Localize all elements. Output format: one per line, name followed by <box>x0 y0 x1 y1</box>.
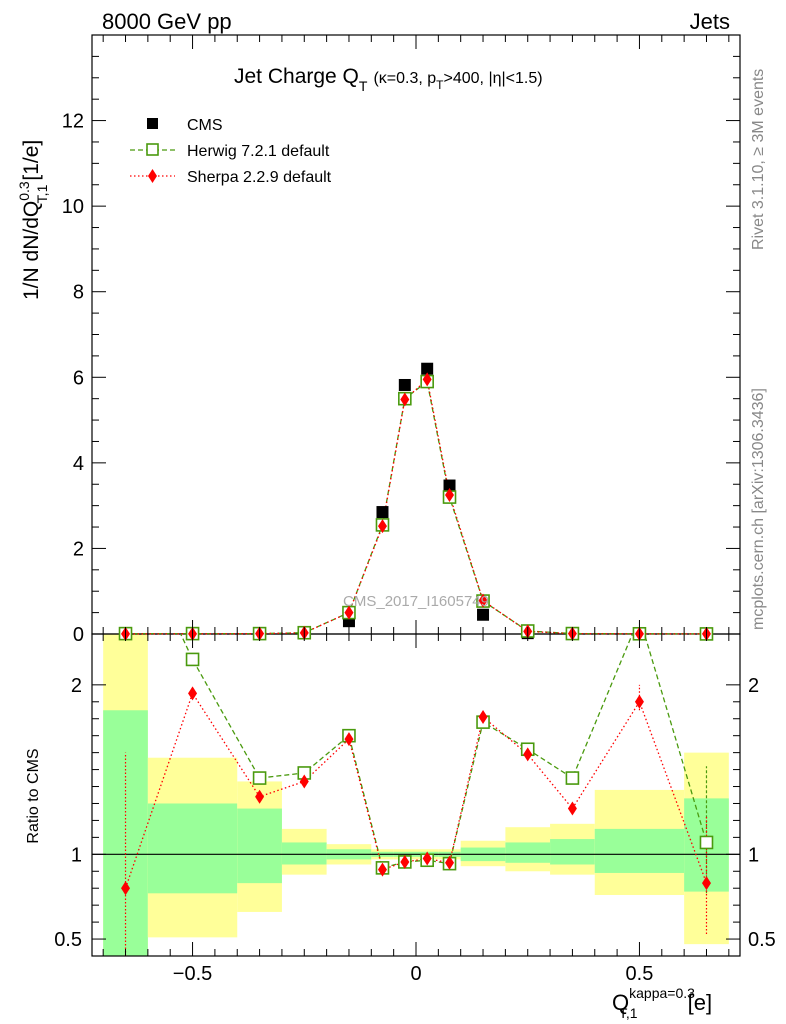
xlabel-text: Q <box>612 990 629 1015</box>
ylabel-main-sup: 0.3 <box>16 181 32 201</box>
xtick-label: −0.5 <box>173 963 212 985</box>
main-ytick-label: 0 <box>73 624 84 646</box>
rivet-label: Rivet 3.1.10, ≥ 3M events <box>750 69 767 250</box>
y-axis-label-ratio: Ratio to CMS <box>25 748 42 843</box>
sherpa-ratio-point <box>567 801 577 816</box>
xlabel-sub: T,1 <box>619 1005 638 1021</box>
sherpa-line <box>125 378 707 635</box>
ratio-ytick-label-right: 2 <box>748 675 759 697</box>
ylabel-main-sub: T,1 <box>34 184 50 203</box>
ratio-clipped <box>120 509 714 956</box>
legend-sherpa-label: Sherpa 2.2.9 default <box>187 169 332 186</box>
plot-title: Jet Charge QT (κ=0.3, pT>400, |η|<1.5) <box>234 65 543 94</box>
ratio-ytick-label-right: 1 <box>748 844 759 866</box>
xlabel-unit: [e] <box>688 990 712 1015</box>
header-right: Jets <box>690 9 730 34</box>
herwig-ratio-point <box>252 771 267 785</box>
legend-cms-marker <box>147 118 158 129</box>
main-ytick-label: 6 <box>73 367 84 389</box>
title-details-sub: T <box>436 78 444 92</box>
sherpa-point <box>400 392 410 407</box>
x-axis-label: Qkappa=0.3 T,1 [e] <box>612 985 712 1021</box>
ratio-ytick-label-left: 1 <box>71 844 82 866</box>
main-ytick-label: 2 <box>73 538 84 560</box>
cms-point <box>421 362 434 375</box>
title-details: (κ=0.3, p <box>373 70 436 87</box>
header-left: 8000 GeV pp <box>102 9 232 34</box>
ratio-ytick-label-left: 2 <box>71 675 82 697</box>
xlabel-sup: kappa=0.3 <box>629 985 695 1001</box>
band-inner-11 <box>550 839 595 865</box>
legend: CMS Herwig 7.2.1 default Sherpa 2.2.9 de… <box>130 117 332 186</box>
main-ytick-label: 8 <box>73 282 84 304</box>
title-main: Jet Charge Q <box>234 65 359 88</box>
sherpa-point <box>478 593 488 608</box>
sherpa-ratio-point <box>523 747 533 762</box>
ylabel-main-unit: [1/e] <box>20 140 43 181</box>
ratio-ytick-label-right: 0.5 <box>748 929 776 951</box>
legend-herwig-label: Herwig 7.2.1 default <box>187 143 330 160</box>
sherpa-ratio-point <box>422 851 432 866</box>
ylabel-main-text: 1/N dN/dQ <box>20 201 43 300</box>
band-inner-2 <box>237 808 282 884</box>
sherpa-ratio-point <box>478 710 488 725</box>
cms-point <box>376 506 389 519</box>
ratio-ytick-label-left: 0.5 <box>54 929 82 951</box>
title-sub: T <box>359 78 368 94</box>
sherpa-ratio-point <box>121 881 131 896</box>
y-axis-label-main: 1/N dN/dQ0.3 T,1 [1/e] <box>16 140 50 300</box>
herwig-ratio-point <box>120 509 132 521</box>
uncertainty-bands <box>103 634 729 956</box>
sherpa-point <box>445 487 455 502</box>
sherpa-ratio-point <box>701 876 711 891</box>
band-inner-10 <box>505 842 551 863</box>
sherpa-ratio-point <box>400 854 410 869</box>
sherpa-ratio-point <box>255 789 265 804</box>
sherpa-ratio-line <box>124 691 708 889</box>
sherpa-point <box>422 372 432 387</box>
sherpa-ratio-point <box>634 694 644 709</box>
legend-herwig-marker <box>146 143 159 156</box>
sherpa-ratio-point <box>344 732 354 747</box>
herwig-ratio-point <box>699 835 714 850</box>
title-details-rest: >400, |η|<1.5) <box>444 70 543 87</box>
main-ytick-label: 4 <box>73 453 84 475</box>
sherpa-point <box>344 605 354 620</box>
sherpa-ratio-point <box>188 686 198 701</box>
herwig-line <box>125 380 707 635</box>
legend-cms-label: CMS <box>187 117 223 134</box>
band-inner-1 <box>147 803 238 894</box>
xtick-label: 0.5 <box>626 963 654 985</box>
legend-sherpa-marker <box>148 169 157 183</box>
main-ytick-label: 12 <box>62 111 84 133</box>
sherpa-point <box>377 519 387 534</box>
herwig-ratio-line <box>180 634 708 869</box>
band-inner-3 <box>281 842 327 865</box>
cms-point <box>443 479 456 492</box>
main-ytick-label: 10 <box>62 196 84 218</box>
sherpa-ratio-point <box>445 855 455 870</box>
ratio-series <box>120 509 714 956</box>
analysis-watermark: CMS_2017_I1605749 <box>343 593 489 610</box>
band-inner-12 <box>594 828 685 873</box>
cms-point <box>398 378 411 391</box>
sherpa-ratio-point <box>299 774 309 789</box>
cms-point <box>477 608 490 621</box>
herwig-ratio-point <box>565 771 580 785</box>
xtick-label: 0 <box>410 963 421 985</box>
sherpa-ratio-point <box>377 862 387 877</box>
mcplots-label: mcplots.cern.ch [arXiv:1306.3436] <box>750 388 767 630</box>
herwig-ratio-point <box>185 652 200 667</box>
